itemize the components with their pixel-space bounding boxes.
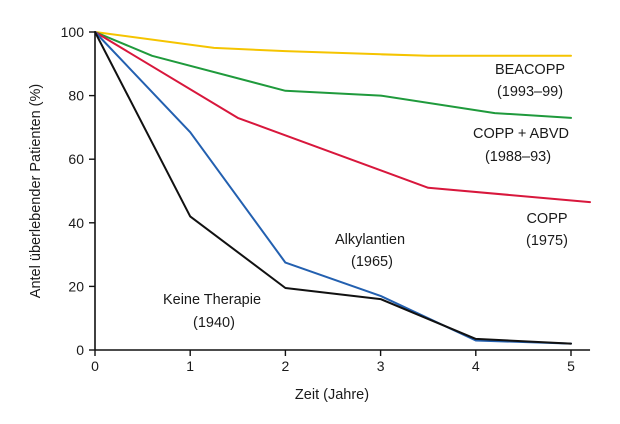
series-line-4 bbox=[94, 31, 572, 345]
x-axis-title: Zeit (Jahre) bbox=[295, 387, 369, 403]
series-line-3 bbox=[94, 31, 572, 345]
x-tick-label: 0 bbox=[91, 358, 99, 374]
annot-alkylantien-line-1: (1965) bbox=[351, 254, 393, 270]
x-tick-label: 5 bbox=[567, 358, 575, 374]
series-line-2 bbox=[94, 31, 591, 204]
y-tick-label: 0 bbox=[76, 342, 84, 358]
y-tick-label: 20 bbox=[68, 278, 84, 294]
series-line-0 bbox=[94, 31, 572, 57]
annot-beacopp-line-1: (1993–99) bbox=[497, 84, 563, 100]
annot-beacopp-line-0: BEACOPP bbox=[495, 62, 565, 78]
annot-keine-therapie-line-0: Keine Therapie bbox=[163, 292, 261, 308]
series-line-1 bbox=[94, 31, 572, 119]
annot-alkylantien-line-0: Alkylantien bbox=[335, 232, 405, 248]
annot-copp-line-1: (1975) bbox=[526, 233, 568, 249]
y-tick-label: 80 bbox=[68, 88, 84, 104]
y-axis-title: Antel überlebender Patienten (%) bbox=[28, 84, 44, 298]
axes: 0 20 40 60 80 100 0 1 2 3 4 5 bbox=[61, 24, 591, 374]
x-tick-label: 3 bbox=[377, 358, 385, 374]
annot-copp-abvd-line-1: (1988–93) bbox=[485, 149, 551, 165]
y-tick-label: 60 bbox=[68, 151, 84, 167]
y-tick-label: 40 bbox=[68, 215, 84, 231]
annotations: BEACOPP (1993–99) COPP + ABVD (1988–93) COPP… bbox=[163, 62, 569, 331]
y-tick-label: 100 bbox=[61, 24, 85, 40]
x-tick-label: 2 bbox=[282, 358, 290, 374]
x-tick-label: 4 bbox=[472, 358, 480, 374]
annot-copp-abvd-line-0: COPP + ABVD bbox=[473, 126, 569, 142]
x-tick-label: 1 bbox=[186, 358, 194, 374]
series-layer bbox=[94, 31, 591, 345]
annot-copp-line-0: COPP bbox=[526, 211, 567, 227]
annot-keine-therapie-line-1: (1940) bbox=[193, 315, 235, 331]
